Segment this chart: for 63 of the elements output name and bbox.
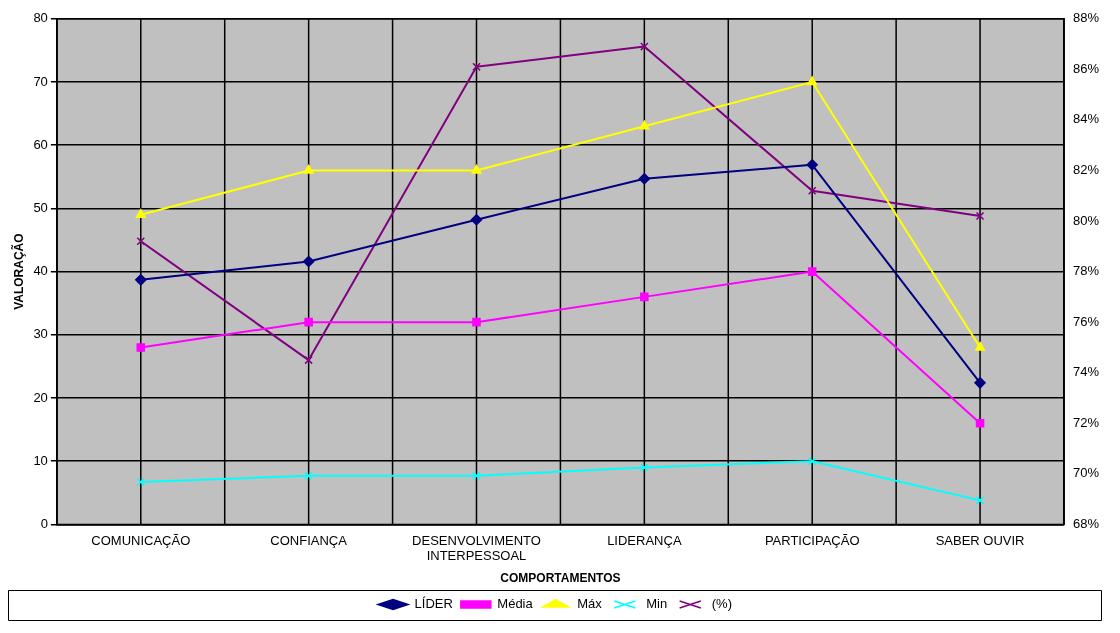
point	[136, 236, 146, 246]
point	[975, 496, 985, 505]
point	[975, 211, 985, 221]
point	[640, 463, 649, 472]
y2-tick-label: 74%	[1072, 364, 1100, 380]
y2-tick-label: 80%	[1072, 212, 1100, 228]
point	[640, 42, 649, 51]
point	[640, 292, 649, 302]
y2-tick-label: 88%	[1072, 10, 1100, 26]
point	[806, 159, 818, 171]
y-tick-label: 30	[33, 326, 48, 342]
point	[472, 62, 481, 72]
x-tick-label: DESENVOLVIMENTO INTERPESSOAL	[412, 532, 541, 564]
point	[302, 255, 315, 268]
point	[807, 186, 817, 195]
y2-tick-label: 72%	[1072, 414, 1100, 430]
y-tick-label: 80	[33, 10, 48, 26]
y-axis-title: VALORAÇÃO	[10, 233, 26, 310]
y2-tick-label: 68%	[1072, 515, 1100, 531]
y2-tick-label: 70%	[1072, 465, 1100, 481]
x-tick-label: COMUNICAÇÃO	[91, 532, 191, 548]
point	[135, 274, 147, 286]
point	[304, 471, 313, 481]
point	[136, 477, 146, 487]
y2-tick-label: 78%	[1072, 263, 1100, 279]
y-tick-label: 40	[33, 263, 48, 279]
y2-tick-label: 86%	[1072, 60, 1100, 76]
legend-label: (%)	[711, 596, 732, 612]
point	[303, 164, 314, 174]
point	[472, 471, 481, 481]
y-tick-label: 0	[40, 515, 48, 531]
y-tick-label: 70	[33, 73, 48, 89]
point	[807, 456, 817, 466]
x-tick-label: SABER OUVIR	[935, 532, 1025, 548]
x-tick-label: LIDERANÇA	[607, 532, 682, 548]
point	[807, 267, 817, 276]
legend-label: LÍDER	[414, 596, 453, 612]
point	[974, 341, 986, 351]
point	[472, 317, 481, 327]
x-tick-label: PARTICIPAÇÃO	[764, 532, 860, 548]
y-tick-label: 60	[33, 136, 48, 152]
point	[638, 172, 651, 185]
point	[471, 164, 482, 174]
y2-tick-label: 76%	[1072, 313, 1100, 329]
x-axis-title: COMPORTAMENTOS	[500, 571, 621, 586]
y-tick-label: 10	[33, 452, 48, 468]
point	[470, 214, 483, 226]
point	[136, 343, 146, 352]
point	[304, 355, 313, 365]
point	[304, 317, 313, 327]
y-tick-label: 50	[33, 199, 48, 215]
y2-tick-label: 82%	[1072, 162, 1100, 178]
y-tick-label: 20	[33, 389, 48, 405]
x-tick-label: CONFIANÇA	[270, 532, 348, 548]
point	[807, 76, 818, 86]
point	[975, 418, 985, 428]
y2-tick-label: 84%	[1072, 111, 1100, 127]
legend-label: Min	[646, 596, 668, 612]
point	[974, 377, 986, 389]
point	[135, 208, 146, 218]
legend-label: Média	[497, 596, 534, 612]
point	[639, 120, 650, 130]
legend-label: Máx	[577, 596, 603, 612]
